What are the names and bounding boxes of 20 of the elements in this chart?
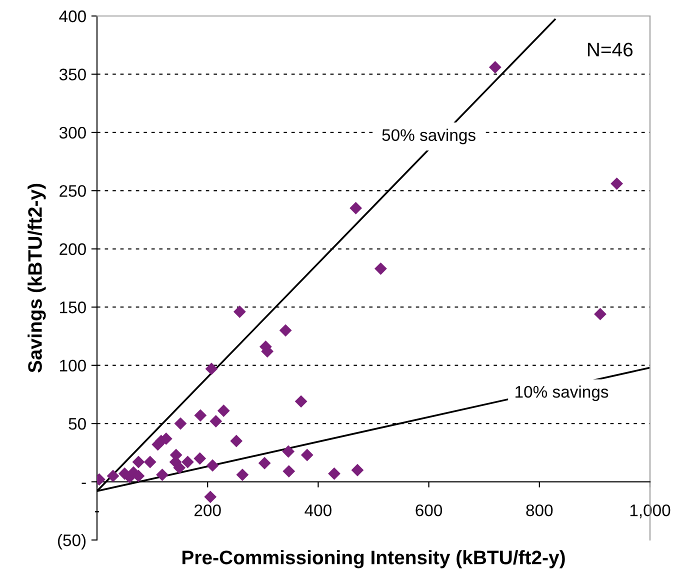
y-tick-label: 300	[59, 126, 86, 139]
x-tick-label: 800	[526, 504, 553, 516]
y-tick-label: 400	[59, 10, 86, 22]
y-tick-label: 200	[60, 243, 86, 256]
x-tick-label: 1,000	[630, 504, 670, 518]
y-axis-title: Savings (kBTU/ft2-y)	[28, 184, 46, 373]
y-tick-label: -	[82, 482, 86, 484]
y-tick-label: (50)	[58, 534, 86, 550]
annotation: 10% savings	[516, 386, 608, 402]
annotation: 50% savings	[382, 128, 476, 144]
x-tick-label: 400	[304, 504, 332, 516]
x-axis-title: Pre-Commissioning Intensity (kBTU/ft2-y)	[182, 550, 565, 568]
y-tick-label: 100	[60, 360, 86, 372]
y-tick-label: 250	[60, 185, 86, 197]
y-tick-label: 350	[59, 68, 86, 80]
x-tick-label: 200	[194, 504, 221, 516]
annotation: N=46	[588, 42, 633, 56]
x-tick-label: 600	[416, 504, 442, 516]
y-tick-label: 150	[60, 302, 86, 314]
y-tick-label: 50	[68, 418, 86, 430]
